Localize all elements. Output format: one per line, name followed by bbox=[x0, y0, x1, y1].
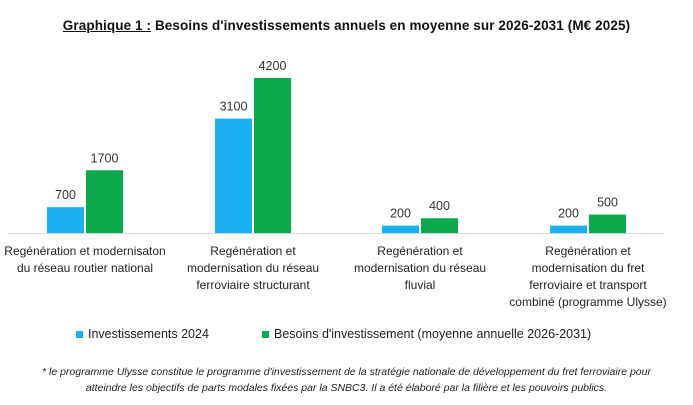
category-label-4-line-1: Regénération et bbox=[545, 244, 631, 258]
chart-title-prefix: Graphique 1 : bbox=[62, 18, 152, 33]
bar-series-1-category-4 bbox=[550, 225, 587, 233]
category-label-1-line-1: Regénération et modernisaton bbox=[4, 244, 166, 258]
data-label-series-2-category-1: 1700 bbox=[91, 151, 119, 165]
category-label-2-line-3: ferroviaire structurant bbox=[196, 278, 310, 292]
data-label-series-1-category-1: 700 bbox=[55, 188, 76, 202]
data-label-series-1-category-3: 200 bbox=[390, 207, 411, 221]
category-label-2: Regénération et modernisation du réseau fe… bbox=[168, 243, 338, 294]
chart-title-text: Besoins d'investissements annuels en moy… bbox=[151, 18, 631, 33]
data-label-series-2-category-3: 400 bbox=[429, 199, 450, 213]
legend-item-1: Investissements 2024 bbox=[76, 327, 209, 341]
chart-title: Graphique 1 : Besoins d'investissements … bbox=[0, 18, 693, 33]
category-label-3: Regénération et modernisation du réseau fl… bbox=[335, 243, 505, 294]
bar-series-2-category-1 bbox=[86, 170, 123, 233]
category-label-3-line-3: fluvial bbox=[404, 278, 436, 292]
legend-item-2: Besoins d'investissement (moyenne annuel… bbox=[262, 327, 591, 341]
legend-swatch-1 bbox=[76, 330, 83, 338]
category-label-3-line-1: Regénération et bbox=[377, 244, 463, 258]
bar-series-2-category-3 bbox=[421, 218, 458, 233]
bar-series-1-category-2 bbox=[215, 118, 252, 233]
category-label-4-line-2: modernisation du fret bbox=[531, 261, 645, 275]
category-label-4: Regénération et modernisation du fret ferr… bbox=[503, 243, 673, 311]
bar-series-1-category-1 bbox=[47, 207, 84, 233]
category-label-2-line-2: modernisation du réseau bbox=[186, 261, 320, 275]
category-label-4-line-3: ferroviaire et transport bbox=[529, 278, 647, 292]
bar-series-2-category-4 bbox=[589, 214, 626, 233]
data-label-series-2-category-2: 4200 bbox=[259, 59, 287, 73]
bar-series-1-category-3 bbox=[382, 225, 419, 233]
legend-swatch-2 bbox=[262, 330, 269, 338]
data-label-series-1-category-4: 200 bbox=[558, 207, 579, 221]
footnote-line-2: atteindre les objectifs de parts modales… bbox=[85, 382, 608, 394]
category-label-4-line-4: combiné (programme Ulysse) bbox=[509, 295, 667, 309]
data-label-series-1-category-2: 3100 bbox=[220, 100, 248, 114]
footnote: * le programme Ulysse constitue le progr… bbox=[20, 364, 673, 396]
footnote-line-1: * le programme Ulysse constitue le progr… bbox=[42, 366, 651, 378]
category-label-1: Regénération et modernisaton du réseau ro… bbox=[0, 243, 170, 277]
data-label-series-2-category-4: 500 bbox=[597, 196, 618, 210]
legend-label-2: Besoins d'investissement (moyenne annuel… bbox=[274, 327, 592, 341]
category-label-2-line-1: Regénération et bbox=[210, 244, 296, 258]
category-label-1-line-2: du réseau routier national bbox=[16, 261, 154, 275]
bar-chart: 700 3100 200 200 1700 4200 400 500 bbox=[8, 59, 664, 234]
bar-series-2-category-2 bbox=[254, 78, 291, 233]
category-label-3-line-2: modernisation du réseau bbox=[353, 261, 487, 275]
legend-label-1: Investissements 2024 bbox=[88, 327, 209, 341]
